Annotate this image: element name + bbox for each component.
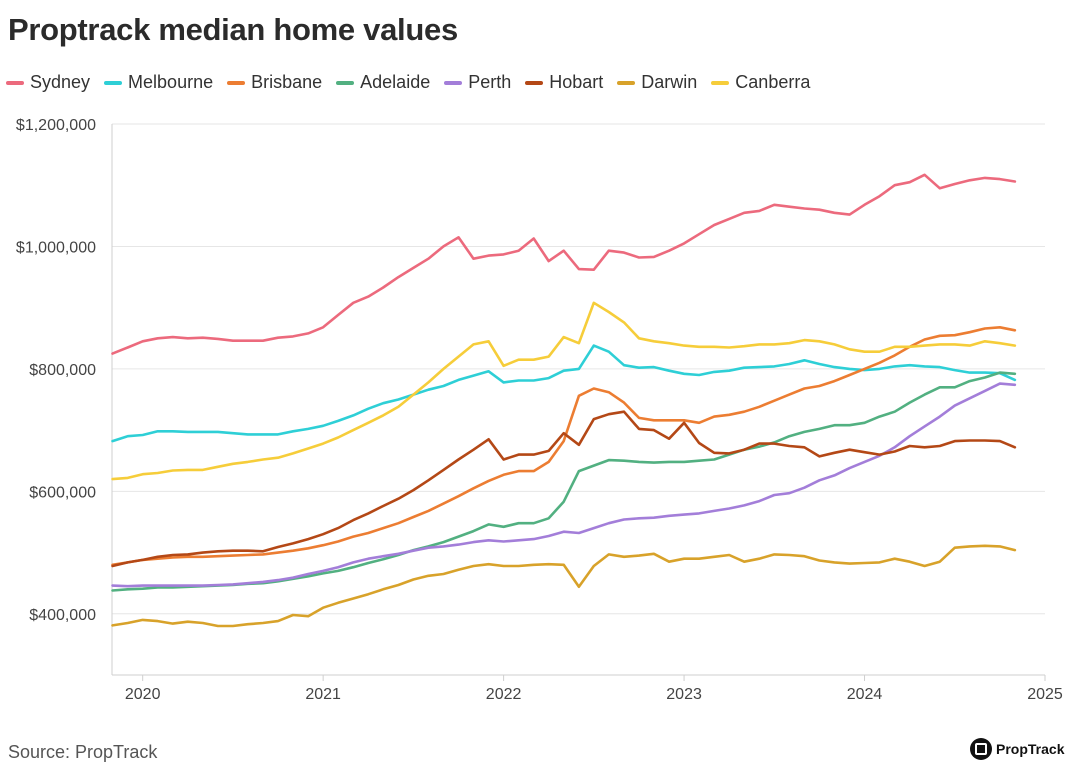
legend-label: Canberra xyxy=(735,72,811,92)
y-tick-label: $400,000 xyxy=(29,607,96,624)
y-tick-label: $1,200,000 xyxy=(16,117,96,134)
series-line-adelaide xyxy=(111,371,1017,592)
legend-item-darwin: Darwin xyxy=(617,72,697,93)
legend-swatch xyxy=(617,80,636,85)
series-line-hobart xyxy=(111,410,1017,568)
legend-label: Hobart xyxy=(549,72,604,92)
x-tick-label: 2023 xyxy=(666,686,702,703)
legend-item-melbourne: Melbourne xyxy=(104,72,213,93)
series-line-canberra xyxy=(111,301,1017,481)
x-tick-label: 2025 xyxy=(1027,686,1063,703)
series-line-darwin xyxy=(111,544,1017,628)
series-line-melbourne xyxy=(111,344,1017,443)
chart-title: Proptrack median home values xyxy=(8,12,458,47)
legend-label: Darwin xyxy=(641,72,698,92)
legend-label: Sydney xyxy=(30,72,91,92)
legend-label: Melbourne xyxy=(128,72,214,92)
brand-name: PropTrack xyxy=(996,741,1065,757)
legend-item-sydney: Sydney xyxy=(6,72,90,93)
legend-swatch xyxy=(104,80,123,85)
y-tick-label: $600,000 xyxy=(29,484,96,501)
legend-item-adelaide: Adelaide xyxy=(336,72,430,93)
y-tick-label: $1,000,000 xyxy=(16,239,96,256)
legend-swatch xyxy=(6,80,24,85)
legend-item-perth: Perth xyxy=(444,72,511,93)
legend-swatch xyxy=(336,80,355,85)
y-tick-label: $800,000 xyxy=(29,362,96,379)
series-line-brisbane xyxy=(111,325,1017,567)
legend-item-brisbane: Brisbane xyxy=(227,72,322,93)
x-tick-label: 2021 xyxy=(305,686,341,703)
line-chart: $400,000 $600,000 $800,000 $1,000,000 $1,200… xyxy=(16,117,1063,703)
legend-item-hobart: Hobart xyxy=(525,72,603,93)
legend-swatch xyxy=(227,80,246,85)
legend-swatch xyxy=(444,80,463,85)
proptrack-logo-icon xyxy=(970,738,992,760)
legend-label: Brisbane xyxy=(251,72,323,92)
brand-logo: PropTrack xyxy=(970,738,1064,760)
legend-label: Adelaide xyxy=(360,72,431,92)
series-line-sydney xyxy=(111,173,1017,355)
legend-swatch xyxy=(525,80,544,85)
source-note: Source: PropTrack xyxy=(8,742,158,762)
legend-swatch xyxy=(711,80,730,85)
series-line-perth xyxy=(111,382,1017,588)
chart-legend: Sydney Melbourne Brisbane Adelaide Perth Hoba… xyxy=(6,72,824,93)
x-tick-label: 2024 xyxy=(847,686,883,703)
legend-label: Perth xyxy=(468,72,512,92)
x-tick-label: 2020 xyxy=(125,686,161,703)
legend-item-canberra: Canberra xyxy=(711,72,810,93)
x-tick-label: 2022 xyxy=(486,686,522,703)
